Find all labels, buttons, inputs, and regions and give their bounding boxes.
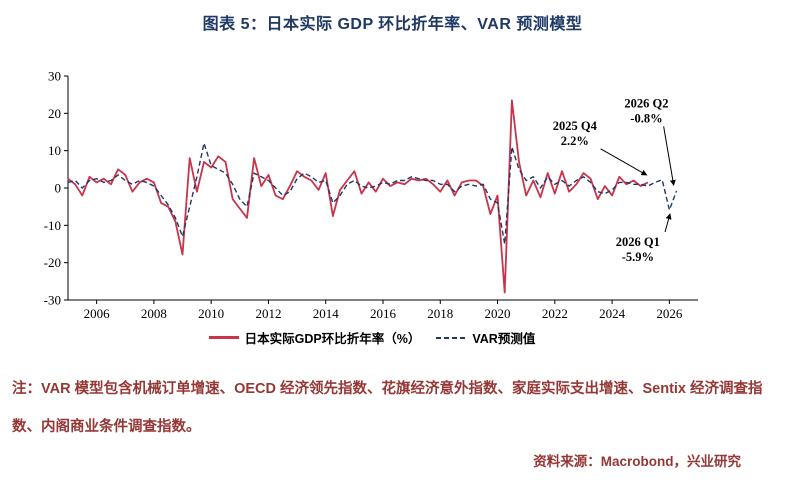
- legend-label-actual: 日本实际GDP环比折年率（%）: [244, 332, 421, 346]
- var-line-swatch: [436, 336, 467, 339]
- chart-annotation: 2026 Q2 -0.8%: [624, 97, 676, 186]
- svg-text:0: 0: [55, 181, 62, 196]
- chart-annotation: 2026 Q1 -5.9%: [616, 213, 672, 264]
- svg-text:20: 20: [48, 106, 61, 121]
- svg-text:10: 10: [48, 143, 61, 158]
- chart-legend: 日本实际GDP环比折年率（%） VAR预测值: [22, 328, 722, 347]
- svg-text:2024: 2024: [599, 306, 626, 321]
- svg-text:2014: 2014: [313, 306, 340, 321]
- svg-text:2025 Q42.2%: 2025 Q4 2.2%: [553, 119, 598, 148]
- legend-item-actual: 日本实际GDP环比折年率（%）: [208, 328, 421, 347]
- svg-text:2020: 2020: [485, 306, 511, 321]
- svg-text:-10: -10: [44, 218, 61, 233]
- chart-note: 注：VAR 模型包含机械订单增速、OECD 经济领先指数、花旗经济意外指数、家庭…: [12, 381, 763, 435]
- svg-text:2008: 2008: [141, 306, 167, 321]
- svg-text:2026 Q1-5.9%: 2026 Q1 -5.9%: [616, 235, 660, 264]
- svg-text:2012: 2012: [255, 306, 281, 321]
- svg-text:2026: 2026: [656, 306, 683, 321]
- svg-text:2010: 2010: [198, 306, 224, 321]
- svg-text:2006: 2006: [84, 306, 111, 321]
- svg-text:30: 30: [48, 69, 61, 84]
- svg-text:2016: 2016: [370, 306, 397, 321]
- chart-annotation: 2025 Q4 2.2%: [553, 119, 648, 176]
- var-forecast-line: [67, 142, 678, 245]
- svg-text:-20: -20: [44, 255, 61, 270]
- legend-item-var: VAR预测值: [436, 328, 535, 347]
- chart-title: 图表 5：日本实际 GDP 环比折年率、VAR 预测模型: [202, 16, 583, 33]
- actual-line-swatch: [208, 336, 239, 339]
- chart-area: 30 20 10 0 -10 -20 -30 2006 2008 2010 2012 2014 2016…: [22, 60, 722, 347]
- legend-label-var: VAR预测值: [472, 332, 536, 346]
- source-line: 资料来源：Macrobond，兴业研究: [533, 454, 741, 470]
- svg-text:2022: 2022: [542, 306, 568, 321]
- svg-text:-30: -30: [44, 293, 61, 308]
- svg-text:2026 Q2-0.8%: 2026 Q2 -0.8%: [624, 97, 668, 126]
- actual-gdp-line: [67, 99, 649, 294]
- svg-text:2018: 2018: [427, 306, 453, 321]
